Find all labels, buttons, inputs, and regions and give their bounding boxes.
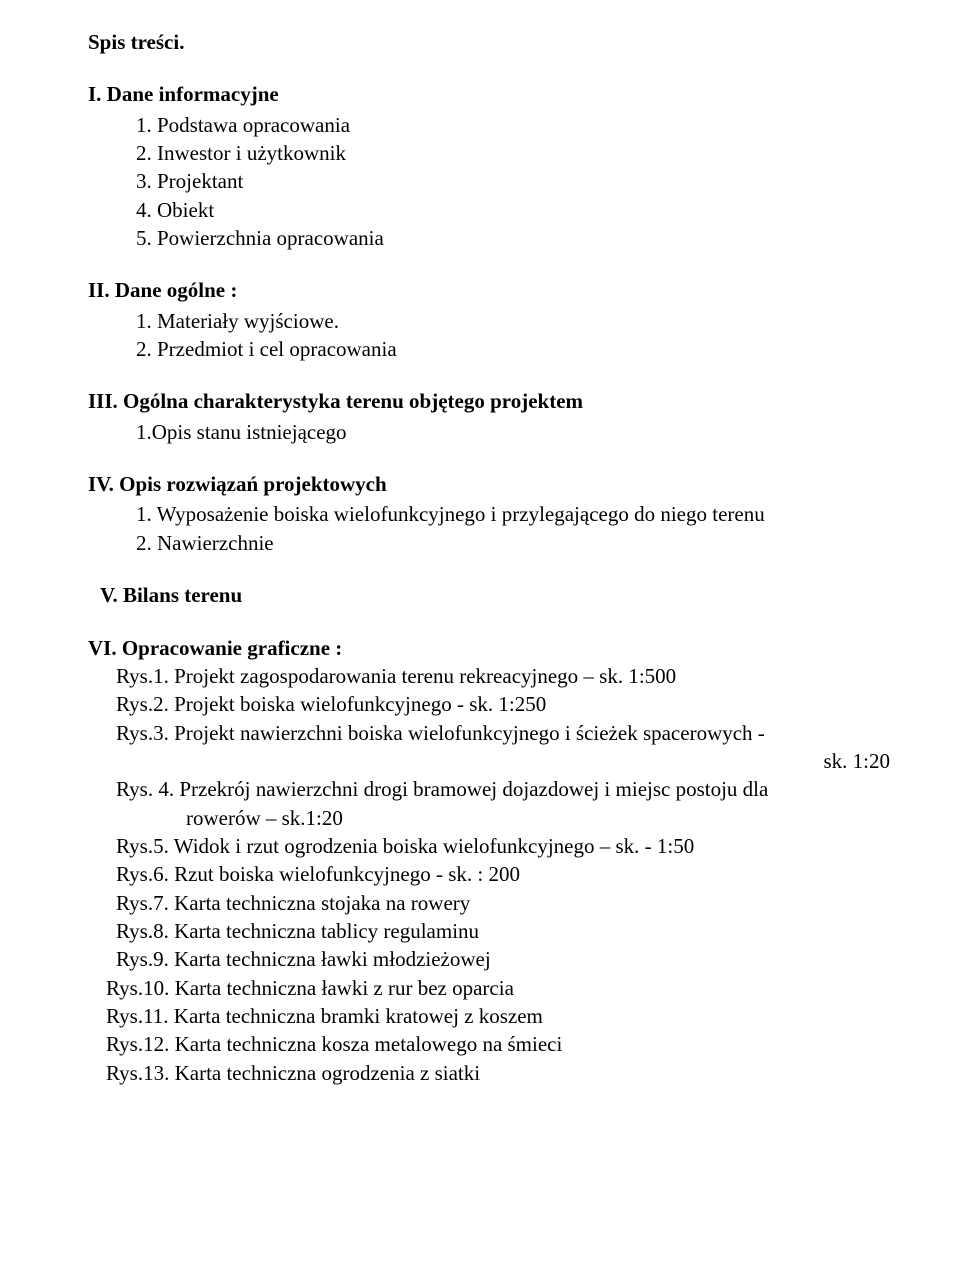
section-4-list: 1. Wyposażenie boiska wielofunkcyjnego i… <box>88 500 900 557</box>
list-item: 5. Powierzchnia opracowania <box>136 224 900 252</box>
section-3-head: III. Ogólna charakterystyka terenu objęt… <box>88 387 900 415</box>
list-item: 1. Wyposażenie boiska wielofunkcyjnego i… <box>136 500 900 528</box>
list-item: 3. Projektant <box>136 167 900 195</box>
list-item: 1.Opis stanu istniejącego <box>136 418 900 446</box>
list-item: 1. Materiały wyjściowe. <box>136 307 900 335</box>
list-item: Rys.9. Karta techniczna ławki młodzieżow… <box>116 945 900 973</box>
list-item: Rys.6. Rzut boiska wielofunkcyjnego - sk… <box>116 860 900 888</box>
section-2-head: II. Dane ogólne : <box>88 276 900 304</box>
section-2-list: 1. Materiały wyjściowe. 2. Przedmiot i c… <box>88 307 900 364</box>
section-1-list: 1. Podstawa opracowania 2. Inwestor i uż… <box>88 111 900 253</box>
list-item: 2. Inwestor i użytkownik <box>136 139 900 167</box>
list-item: Rys.3. Projekt nawierzchni boiska wielof… <box>116 719 900 747</box>
list-item: Rys.13. Karta techniczna ogrodzenia z si… <box>106 1059 900 1087</box>
list-item: Rys.8. Karta techniczna tablicy regulami… <box>116 917 900 945</box>
section-5-block: V. Bilans terenu <box>88 581 900 609</box>
list-item: 2. Nawierzchnie <box>136 529 900 557</box>
list-item: Rys.12. Karta techniczna kosza metaloweg… <box>106 1030 900 1058</box>
list-item-cont: sk. 1:20 <box>116 747 900 775</box>
list-item-cont: rowerów – sk.1:20 <box>116 804 900 832</box>
list-item: Rys. 4. Przekrój nawierzchni drogi bramo… <box>116 775 900 803</box>
section-5-head: V. Bilans terenu <box>100 583 242 607</box>
section-4-head: IV. Opis rozwiązań projektowych <box>88 472 387 496</box>
list-item: Rys.11. Karta techniczna bramki kratowej… <box>106 1002 900 1030</box>
list-item: Rys.10. Karta techniczna ławki z rur bez… <box>106 974 900 1002</box>
section-6-head: VI. Opracowanie graficzne : <box>88 634 900 662</box>
page: Spis treści. I. Dane informacyjne 1. Pod… <box>0 0 960 1272</box>
list-item: Rys.2. Projekt boiska wielofunkcyjnego -… <box>116 690 900 718</box>
section-4-block: IV. Opis rozwiązań projektowych <box>88 470 900 498</box>
section-1-head: I. Dane informacyjne <box>88 80 900 108</box>
section-3-list: 1.Opis stanu istniejącego <box>88 418 900 446</box>
list-item: Rys.1. Projekt zagospodarowania terenu r… <box>116 662 900 690</box>
doc-title: Spis treści. <box>88 28 900 56</box>
list-item: 4. Obiekt <box>136 196 900 224</box>
section-6-list: Rys.1. Projekt zagospodarowania terenu r… <box>88 662 900 1087</box>
list-item: 2. Przedmiot i cel opracowania <box>136 335 900 363</box>
list-item: Rys.7. Karta techniczna stojaka na rower… <box>116 889 900 917</box>
list-item: Rys.5. Widok i rzut ogrodzenia boiska wi… <box>116 832 900 860</box>
list-item: 1. Podstawa opracowania <box>136 111 900 139</box>
